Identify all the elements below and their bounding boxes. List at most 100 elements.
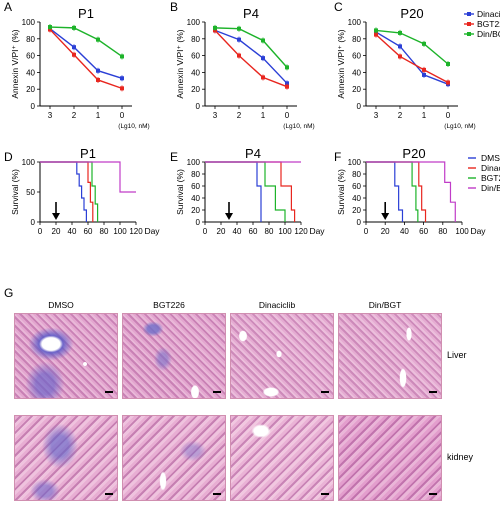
panel-letter-d: D — [4, 150, 13, 164]
data-point — [213, 25, 217, 30]
x-tick-label: 0 — [203, 227, 208, 236]
data-point — [398, 54, 402, 59]
x-tick-label: 120 — [129, 227, 143, 236]
legend-label: Dinaciclib — [477, 9, 500, 19]
panel-letter-a: A — [4, 0, 13, 14]
panel-letter-g: G — [4, 286, 14, 300]
y-tick-label: 0 — [357, 102, 362, 111]
data-point — [120, 76, 124, 81]
series-line — [214, 29, 288, 88]
y-tick-label: 20 — [352, 85, 361, 94]
data-point — [374, 32, 378, 37]
data-point — [398, 30, 402, 35]
x-tick-label: 20 — [381, 227, 390, 236]
y-tick-label: 60 — [191, 182, 200, 191]
row-label-liver: Liver — [447, 350, 467, 360]
micro-kidney-dinaciclib — [230, 415, 334, 501]
y-tick-label: 80 — [191, 170, 200, 179]
panel-letter-e: E — [170, 150, 179, 164]
series-line — [49, 28, 123, 79]
micro-kidney-dmso — [14, 415, 118, 501]
y-tick-label: 80 — [352, 35, 361, 44]
micro-liver-bgt226 — [122, 313, 226, 399]
x-axis-label: Day — [309, 226, 325, 236]
y-axis-label: Annexin V/PI⁺ (%) — [175, 29, 185, 98]
data-point — [120, 54, 124, 59]
x-tick-label: 100 — [278, 227, 292, 236]
y-tick-label: 60 — [26, 52, 35, 61]
survival-curve — [205, 161, 296, 222]
y-tick-label: 100 — [22, 18, 36, 27]
series-line — [214, 27, 288, 68]
y-tick-label: 0 — [357, 218, 362, 227]
chart-title: P4 — [245, 146, 261, 161]
legend-label: DMSO — [481, 153, 500, 163]
y-tick-label: 80 — [191, 35, 200, 44]
x-tick-label: 0 — [285, 111, 290, 120]
x-tick-label: 60 — [419, 227, 428, 236]
data-point — [261, 75, 265, 80]
survival-curve — [205, 161, 286, 222]
legend-label: Din/BGT — [481, 183, 500, 193]
x-tick-label: 60 — [84, 227, 93, 236]
data-point — [72, 52, 76, 57]
x-tick-label: 0 — [38, 227, 43, 236]
y-tick-label: 20 — [352, 206, 361, 215]
y-tick-label: 50 — [26, 188, 35, 197]
x-tick-label: 3 — [48, 111, 53, 120]
x-tick-label: 100 — [455, 227, 469, 236]
data-point — [96, 37, 100, 42]
x-tick-label: 2 — [72, 111, 77, 120]
chart-title: P20 — [400, 6, 423, 21]
y-tick-label: 0 — [196, 102, 201, 111]
treatment-arrow-head — [225, 213, 233, 220]
survival-curve — [40, 161, 99, 222]
x-tick-label: 80 — [265, 227, 274, 236]
scale-bar — [105, 493, 113, 495]
data-point — [237, 26, 241, 31]
treatment-arrow-head — [381, 213, 390, 220]
scale-bar — [105, 391, 113, 393]
scale-bar — [321, 391, 329, 393]
data-point — [398, 44, 402, 49]
chart-title: P1 — [80, 146, 96, 161]
y-tick-label: 100 — [348, 158, 362, 167]
y-tick-label: 80 — [352, 170, 361, 179]
y-tick-label: 20 — [191, 206, 200, 215]
scale-bar — [213, 493, 221, 495]
x-axis-label: Day — [470, 226, 486, 236]
x-tick-label: 2 — [237, 111, 242, 120]
legend-marker — [467, 12, 471, 16]
data-point — [374, 28, 378, 33]
x-tick-label: 3 — [374, 111, 379, 120]
y-tick-label: 60 — [352, 52, 361, 61]
y-tick-label: 40 — [191, 68, 200, 77]
legend-label: Din/BGT — [477, 29, 500, 39]
survival-curve — [40, 161, 136, 193]
micro-liver-din-bgt — [338, 313, 442, 399]
legend-label: BGT226 — [477, 19, 500, 29]
data-point — [422, 41, 426, 46]
x-tick-label: 1 — [96, 111, 101, 120]
series-line — [375, 29, 449, 65]
panel-letter-b: B — [170, 0, 179, 14]
survival-curve — [366, 161, 419, 222]
y-tick-label: 0 — [31, 218, 36, 227]
survival-curve — [40, 161, 88, 222]
y-tick-label: 40 — [352, 194, 361, 203]
scale-bar — [429, 391, 437, 393]
col-title-dinaciclib: Dinaciclib — [258, 300, 296, 310]
data-point — [120, 86, 124, 91]
series-line — [214, 29, 288, 84]
x-tick-label: 60 — [249, 227, 258, 236]
panel-letter-f: F — [334, 150, 342, 164]
y-tick-label: 40 — [191, 194, 200, 203]
data-point — [422, 67, 426, 72]
data-point — [96, 68, 100, 73]
data-point — [285, 81, 289, 86]
x-tick-label: 1 — [261, 111, 266, 120]
legend-marker — [467, 32, 471, 36]
scale-bar — [213, 391, 221, 393]
y-tick-label: 20 — [191, 85, 200, 94]
